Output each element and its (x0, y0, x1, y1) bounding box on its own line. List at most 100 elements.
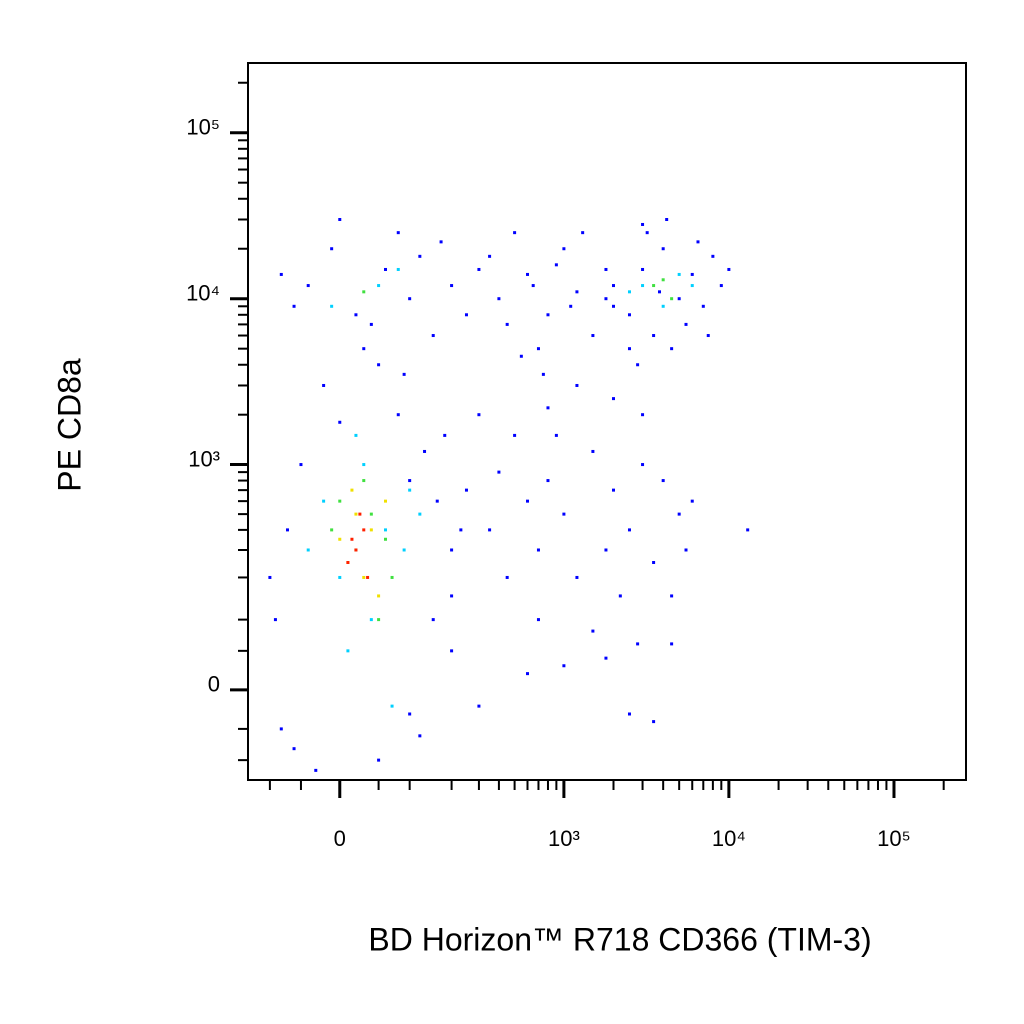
data-point (505, 575, 509, 579)
data-point (396, 231, 400, 235)
data-point (396, 413, 400, 417)
data-point (661, 278, 665, 282)
data-point (665, 218, 669, 222)
data-point (536, 548, 540, 552)
data-point (591, 449, 595, 453)
y-tick-label: 10⁵ (186, 115, 220, 140)
data-point (350, 537, 354, 541)
data-point (464, 313, 468, 317)
data-point (519, 354, 523, 358)
data-point (273, 618, 277, 622)
data-point (690, 284, 694, 288)
data-point (450, 284, 454, 288)
data-point (611, 304, 615, 308)
data-point (362, 463, 366, 467)
data-point (292, 747, 296, 751)
data-point (531, 284, 535, 288)
data-point (402, 372, 406, 376)
data-point (439, 240, 443, 244)
data-point (377, 284, 381, 288)
data-point (396, 267, 400, 271)
x-tick-label: 10⁴ (712, 826, 746, 851)
data-point (369, 528, 373, 532)
data-point (477, 267, 481, 271)
data-point (338, 218, 342, 222)
data-point (418, 512, 422, 516)
data-point (384, 499, 388, 503)
data-point (581, 231, 585, 235)
data-point (670, 297, 674, 301)
data-point (377, 594, 381, 598)
data-point (488, 528, 492, 532)
data-point (369, 618, 373, 622)
data-point (390, 575, 394, 579)
y-tick-label: 10⁴ (186, 281, 220, 306)
data-point (657, 290, 661, 294)
data-point (604, 297, 608, 301)
data-point (330, 528, 334, 532)
data-point (526, 672, 530, 676)
data-point (384, 267, 388, 271)
data-point (661, 479, 665, 483)
data-point (690, 499, 694, 503)
data-point (346, 649, 350, 653)
data-point (641, 413, 645, 417)
data-point (350, 488, 354, 492)
data-point (459, 528, 463, 532)
data-point (402, 548, 406, 552)
x-tick-label: 10⁵ (877, 826, 911, 851)
data-point (477, 704, 481, 708)
data-point (618, 594, 622, 598)
data-point (384, 528, 388, 532)
data-point (362, 347, 366, 351)
data-point (591, 334, 595, 338)
data-point (706, 334, 710, 338)
data-point (369, 512, 373, 516)
y-axis-label: PE CD8a (51, 358, 87, 492)
x-tick-label: 10³ (548, 826, 580, 851)
x-axis-label: BD Horizon™ R718 CD366 (TIM-3) (368, 921, 871, 957)
data-point (526, 272, 530, 276)
y-tick-label: 0 (208, 672, 220, 697)
data-point (690, 272, 694, 276)
data-point (575, 383, 579, 387)
data-point (661, 304, 665, 308)
data-point (604, 656, 608, 660)
data-point (604, 548, 608, 552)
data-point (322, 499, 326, 503)
data-point (314, 768, 318, 772)
data-point (443, 433, 447, 437)
data-point (677, 272, 681, 276)
data-point (554, 263, 558, 267)
data-point (418, 734, 422, 738)
data-point (661, 247, 665, 251)
data-point (536, 618, 540, 622)
data-point (727, 267, 731, 271)
data-point (641, 463, 645, 467)
data-point (377, 618, 381, 622)
data-point (513, 433, 517, 437)
data-point (338, 537, 342, 541)
data-point (627, 712, 631, 716)
data-point (338, 420, 342, 424)
data-point (546, 479, 550, 483)
data-point (670, 642, 674, 646)
data-point (369, 322, 373, 326)
data-point (431, 618, 435, 622)
data-point (330, 304, 334, 308)
data-point (497, 297, 501, 301)
data-point (354, 548, 358, 552)
data-point (354, 433, 358, 437)
data-point (670, 594, 674, 598)
data-point (546, 313, 550, 317)
data-point (696, 240, 700, 244)
data-point (408, 488, 412, 492)
data-point (546, 406, 550, 410)
data-point (627, 313, 631, 317)
data-point (604, 267, 608, 271)
y-tick-label: 10³ (188, 446, 220, 471)
data-point (526, 499, 530, 503)
data-point (306, 548, 310, 552)
data-point (322, 383, 326, 387)
